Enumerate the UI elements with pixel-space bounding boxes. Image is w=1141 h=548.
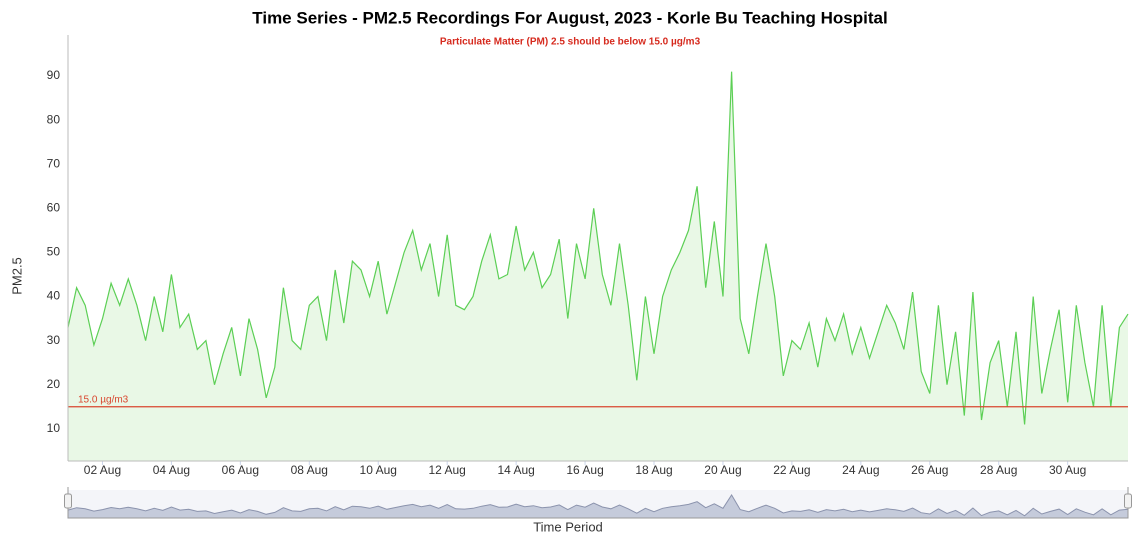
y-tick-label: 90: [47, 68, 61, 82]
threshold-label: 15.0 µg/m3: [78, 394, 129, 405]
y-tick-label: 80: [47, 112, 61, 126]
y-axis-title: PM2.5: [9, 257, 24, 295]
x-tick-label: 02 Aug: [84, 463, 121, 477]
x-tick-label: 16 Aug: [566, 463, 603, 477]
x-tick-label: 24 Aug: [842, 463, 879, 477]
y-tick-label: 60: [47, 200, 61, 214]
y-tick-label: 40: [47, 289, 61, 303]
x-tick-label: 20 Aug: [704, 463, 741, 477]
chart-subtitle: Particulate Matter (PM) 2.5 should be be…: [440, 37, 701, 48]
y-tick-label: 50: [47, 245, 61, 259]
navigator-series: [67, 494, 1129, 519]
x-tick-label: 26 Aug: [911, 463, 948, 477]
y-tick-label: 20: [47, 377, 61, 391]
navigator-handle[interactable]: [1124, 493, 1132, 509]
x-tick-label: 22 Aug: [773, 463, 810, 477]
x-tick-label: 30 Aug: [1049, 463, 1086, 477]
navigator-handle[interactable]: [64, 493, 72, 509]
x-tick-label: 18 Aug: [635, 463, 672, 477]
x-tick-label: 12 Aug: [428, 463, 465, 477]
y-tick-label: 30: [47, 333, 61, 347]
x-tick-label: 08 Aug: [291, 463, 328, 477]
x-tick-label: 14 Aug: [497, 463, 534, 477]
y-tick-label: 70: [47, 156, 61, 170]
chart-title: Time Series - PM2.5 Recordings For Augus…: [252, 8, 887, 27]
x-tick-label: 10 Aug: [360, 463, 397, 477]
x-tick-label: 06 Aug: [222, 463, 259, 477]
x-axis-title: Time Period: [533, 519, 603, 534]
x-tick-label: 04 Aug: [153, 463, 190, 477]
y-tick-label: 10: [47, 421, 61, 435]
line: [67, 71, 1129, 425]
area-fill: [68, 71, 1128, 461]
x-tick-label: 28 Aug: [980, 463, 1017, 477]
